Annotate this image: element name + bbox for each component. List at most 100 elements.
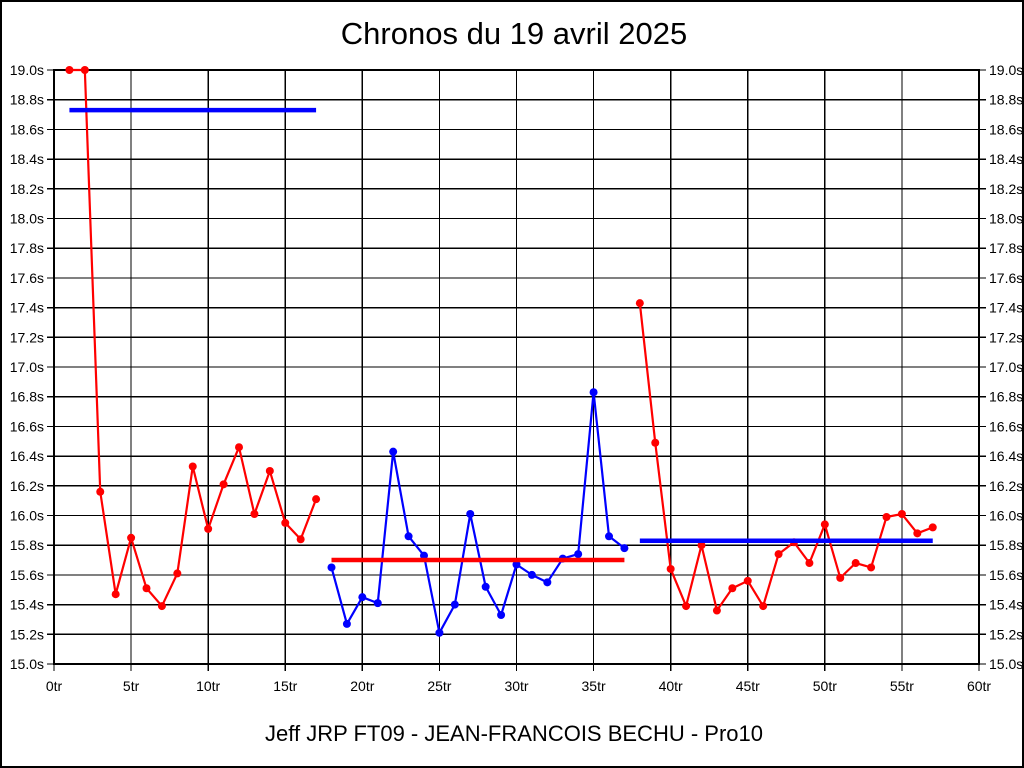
y-axis-tick-label-right: 18.4s [989, 151, 1023, 167]
stint-3-lap-times-point [897, 510, 906, 519]
x-axis-tick-label: 45tr [736, 678, 760, 694]
x-axis-tick-label: 30tr [504, 678, 528, 694]
y-axis-tick-label-right: 17.8s [989, 240, 1023, 256]
stint-3-lap-times-point [712, 606, 721, 615]
stint-1-lap-times-point [142, 584, 151, 593]
stint-1-lap-times-point [204, 524, 213, 533]
x-axis-tick-label: 50tr [813, 678, 837, 694]
stint-1-lap-times-point [188, 462, 197, 471]
y-axis-tick-label-right: 17.4s [989, 300, 1023, 316]
stint-3-lap-times-point [805, 559, 814, 568]
y-axis-tick-label-right: 18.0s [989, 211, 1023, 227]
x-axis-tick-label: 55tr [890, 678, 914, 694]
y-axis-tick-label-left: 16.4s [10, 448, 44, 464]
y-axis-tick-label-right: 16.0s [989, 508, 1023, 524]
y-axis-tick-label-left: 16.0s [10, 508, 44, 524]
stint-3-lap-times-point [774, 550, 783, 559]
stint-2-lap-times-point [527, 570, 536, 579]
stint-1-lap-times-point [281, 518, 290, 527]
stint-2-lap-times-point [543, 578, 552, 587]
x-axis-tick-label: 40tr [659, 678, 683, 694]
stint-3-lap-times-point [867, 563, 876, 572]
stint-3-lap-times-line [638, 303, 934, 612]
stint-1-lap-times-point [157, 602, 166, 611]
stint-3-lap-times-point [743, 576, 752, 585]
y-axis-tick-label-left: 15.8s [10, 537, 44, 553]
y-axis-tick-label-left: 18.4s [10, 151, 44, 167]
y-axis-tick-label-left: 17.6s [10, 270, 44, 286]
stint-2-lap-times-point [512, 560, 521, 569]
y-axis-tick-label-left: 16.6s [10, 418, 44, 434]
x-axis-tick-label: 5tr [123, 678, 140, 694]
stint-3-lap-times-point [635, 299, 644, 308]
x-axis-tick-label: 35tr [582, 678, 606, 694]
y-axis-tick-label-left: 18.6s [10, 121, 44, 137]
y-axis-tick-label-right: 18.8s [989, 92, 1023, 108]
stint-2-lap-times-line [330, 391, 626, 634]
stint-2-lap-times-point [404, 532, 413, 541]
y-axis-tick-label-left: 18.2s [10, 181, 44, 197]
stint-2-lap-times-point [358, 593, 367, 602]
stint-2-lap-times-point [497, 610, 506, 619]
stint-2-lap-times-point [620, 544, 629, 553]
stint-1-lap-times-point [127, 533, 136, 542]
stint-3-lap-times-point [913, 529, 922, 538]
stint-3-lap-times-point [851, 559, 860, 568]
stint-2-lap-times-point [435, 628, 444, 637]
y-axis-tick-label-left: 15.0s [10, 656, 44, 672]
y-axis-tick-label-left: 17.2s [10, 329, 44, 345]
stint-1-lap-times-point [250, 510, 259, 519]
x-axis-tick-label: 15tr [273, 678, 297, 694]
stint-1-lap-times-line [69, 68, 318, 608]
stint-1-lap-times-point [80, 66, 89, 74]
stint-1-lap-times-point [296, 535, 305, 544]
stint-3-lap-times-point [651, 438, 660, 447]
y-axis-tick-label-right: 15.2s [989, 626, 1023, 642]
y-axis-tick-label-right: 15.4s [989, 597, 1023, 613]
stint-2-lap-times-point [389, 447, 398, 456]
stint-1-lap-times-point [235, 443, 243, 452]
y-axis-tick-label-right: 16.2s [989, 478, 1023, 494]
stint-3-lap-times-point [759, 602, 768, 611]
y-axis-tick-label-right: 17.0s [989, 359, 1023, 375]
stint-1-lap-times-point [173, 569, 182, 578]
y-axis-tick-label-left: 15.2s [10, 626, 44, 642]
y-axis-tick-label-left: 15.4s [10, 597, 44, 613]
x-axis-tick-label: 0tr [46, 678, 63, 694]
x-axis-tick-label: 10tr [196, 678, 220, 694]
stint-3-lap-times-point [682, 602, 691, 611]
stint-3-lap-times-point [697, 541, 706, 550]
y-axis-tick-label-right: 17.6s [989, 270, 1023, 286]
y-axis-tick-label-right: 17.2s [989, 329, 1023, 345]
stint-2-lap-times-point [605, 532, 613, 541]
x-axis-tick-label: 60tr [967, 678, 991, 694]
y-axis-tick-label-right: 16.8s [989, 389, 1023, 405]
y-axis-tick-label-left: 19.0s [10, 62, 44, 78]
y-axis-tick-label-left: 15.6s [10, 567, 44, 583]
stint-1-lap-times-point [312, 495, 321, 504]
y-axis-tick-label-left: 17.8s [10, 240, 44, 256]
x-axis-tick-label: 20tr [350, 678, 374, 694]
y-axis-tick-label-right: 15.8s [989, 537, 1023, 553]
stint-2-lap-times-point [574, 550, 583, 559]
stint-2-lap-times-point [466, 510, 475, 519]
stint-1-lap-times-point [65, 66, 74, 74]
y-axis-tick-label-right: 16.4s [989, 448, 1023, 464]
stint-2-lap-times-point [481, 582, 490, 591]
stint-2-lap-times-point [373, 599, 382, 608]
stint-3-lap-times-point [882, 512, 891, 521]
y-axis-tick-label-left: 18.8s [10, 92, 44, 108]
stint-1-lap-times-point [96, 487, 105, 496]
stint-2-lap-times-point [589, 388, 598, 397]
stint-3-lap-times-point [666, 564, 675, 573]
stint-3-lap-times-point [728, 584, 737, 593]
stint-1-lap-times-point [219, 480, 228, 489]
stint-3-lap-times-point [820, 520, 829, 529]
stint-2-lap-times-point [420, 551, 428, 560]
stint-1-lap-times-point [111, 590, 120, 599]
y-axis-tick-label-left: 17.4s [10, 300, 44, 316]
y-axis-tick-label-right: 19.0s [989, 62, 1023, 78]
y-axis-tick-label-left: 18.0s [10, 211, 44, 227]
